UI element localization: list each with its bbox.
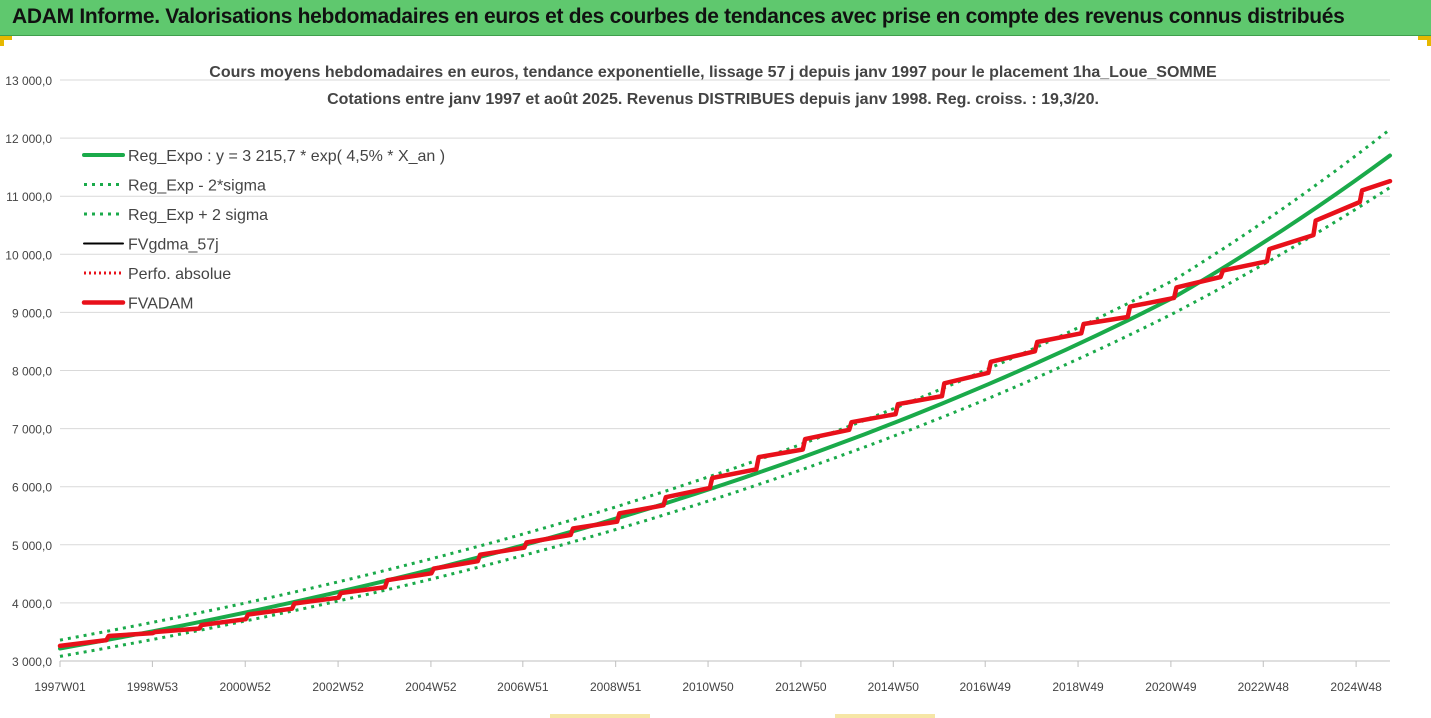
x-tick-label: 2014W50: [868, 680, 920, 694]
x-tick-label: 2012W50: [775, 680, 827, 694]
y-tick-label: 8 000,0: [12, 365, 52, 379]
x-tick-label: 2006W51: [497, 680, 549, 694]
gridlines: [60, 79, 1390, 662]
x-tick-label: 2000W52: [220, 680, 272, 694]
legend-label-1[interactable]: Reg_Exp - 2*sigma: [128, 178, 266, 195]
axes: 3 000,0 4 000,0 5 000,0 6 000,0 7 000,0 8 000…: [5, 74, 1390, 694]
legend-label-3[interactable]: FVgdma_57j: [128, 237, 219, 254]
resize-handle-bottom-left[interactable]: [550, 714, 650, 718]
y-tick-label: 9 000,0: [12, 306, 52, 320]
series-line-0: [58, 153, 1392, 651]
legend-label-4[interactable]: Perfo. absolue: [128, 266, 231, 283]
resize-handle-top-left-vertical[interactable]: [0, 36, 4, 46]
y-tick-label: 4 000,0: [12, 597, 52, 611]
x-tick-label: 2024W48: [1330, 680, 1382, 694]
series-line-2: [59, 128, 1391, 642]
y-tick-label: 13 000,0: [5, 74, 52, 88]
series-line-5: [57, 178, 1393, 649]
x-tick-label: 2022W48: [1238, 680, 1290, 694]
y-tick-label: 7 000,0: [12, 423, 52, 437]
legend-label-5[interactable]: FVADAM: [128, 296, 193, 313]
report-title: ADAM Informe. Valorisations hebdomadaire…: [12, 5, 1345, 28]
x-tick-label: 1998W53: [127, 680, 179, 694]
y-tick-label: 6 000,0: [12, 481, 52, 495]
resize-handle-top-right[interactable]: [1418, 36, 1431, 40]
resize-handle-bottom-right[interactable]: [835, 714, 935, 718]
chart-title: Cours moyens hebdomadaires en euros, ten…: [209, 64, 1217, 81]
series-line-4: [59, 179, 1391, 648]
resize-handle-top-right-vertical[interactable]: [1427, 36, 1431, 46]
chart-subtitle: Cotations entre janv 1997 et août 2025. …: [327, 91, 1099, 108]
x-tick-label: 2016W49: [960, 680, 1012, 694]
x-tick-label: 2018W49: [1052, 680, 1104, 694]
series-line-3: [59, 180, 1391, 647]
series-lines: [57, 128, 1393, 658]
legend: Reg_Expo : y = 3 215,7 * exp( 4,5% * X_a…: [81, 148, 445, 313]
x-tick-label: 2008W51: [590, 680, 642, 694]
report-banner: ADAM Informe. Valorisations hebdomadaire…: [0, 0, 1431, 36]
y-tick-label: 12 000,0: [5, 132, 52, 146]
x-tick-label: 2002W52: [312, 680, 364, 694]
resize-handle-top-left[interactable]: [0, 36, 12, 40]
x-tick-label: 2004W52: [405, 680, 457, 694]
legend-label-0[interactable]: Reg_Expo : y = 3 215,7 * exp( 4,5% * X_a…: [128, 148, 445, 165]
x-tick-label: 1997W01: [34, 680, 86, 694]
y-tick-label: 11 000,0: [6, 190, 52, 204]
legend-label-2[interactable]: Reg_Exp + 2 sigma: [128, 207, 268, 224]
y-tick-label: 5 000,0: [12, 539, 52, 553]
y-tick-label: 3 000,0: [12, 655, 52, 669]
x-tick-label: 2010W50: [682, 680, 734, 694]
series-line-1: [59, 186, 1391, 658]
x-tick-label: 2020W49: [1145, 680, 1197, 694]
chart: 3 000,0 4 000,0 5 000,0 6 000,0 7 000,0 8 000…: [5, 64, 1393, 694]
y-tick-label: 10 000,0: [5, 248, 52, 262]
